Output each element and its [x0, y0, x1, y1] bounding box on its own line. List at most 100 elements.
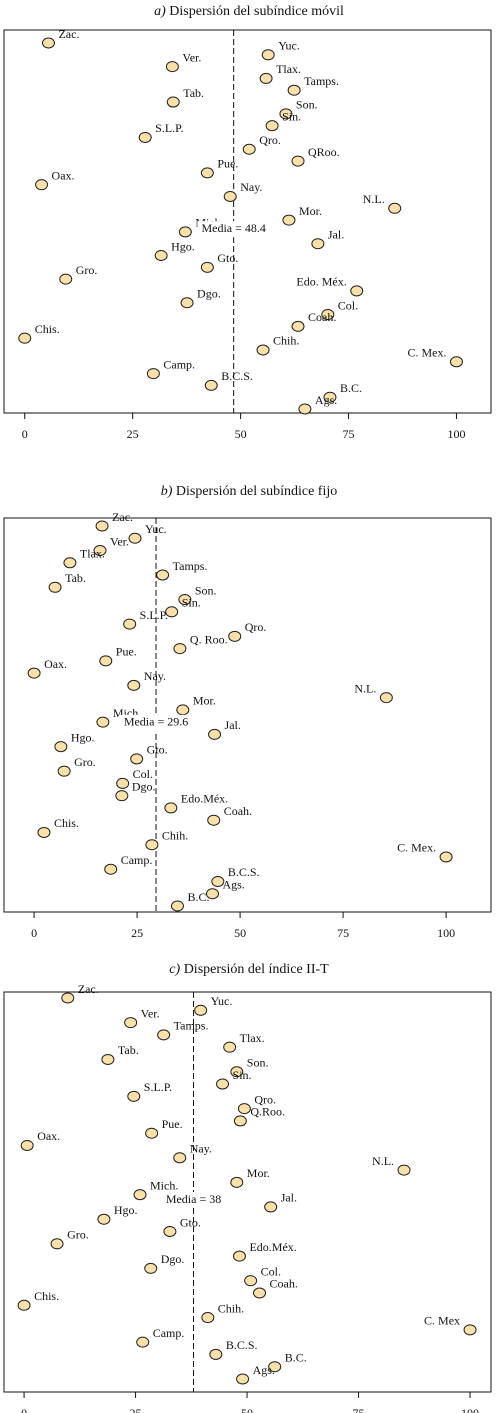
x-tick-label: 75	[337, 926, 349, 940]
point-label: QRoo.	[308, 145, 340, 159]
point-label: Edo.Méx.	[181, 792, 228, 806]
point-label: Sin.	[182, 596, 201, 610]
title-text: Dispersión del subíndice móvil	[169, 4, 344, 19]
point	[200, 261, 214, 273]
panel-label: c)	[169, 962, 180, 977]
point-label: Tlax.	[276, 62, 301, 76]
title-text: Dispersión del índice II-T	[184, 962, 329, 977]
point	[116, 777, 130, 789]
point	[170, 900, 184, 912]
point-label: Tamps.	[174, 1019, 209, 1033]
point	[321, 309, 335, 321]
point	[130, 753, 144, 765]
point	[35, 179, 49, 191]
x-tick-label: 0	[21, 1406, 27, 1413]
point	[242, 143, 256, 155]
point-label: Ags.	[253, 1363, 275, 1377]
point	[27, 667, 41, 679]
point	[93, 545, 107, 557]
point	[388, 202, 402, 214]
chart-title: c) Dispersión del índice II-T	[169, 962, 329, 977]
point	[154, 250, 168, 262]
x-tick-label: 75	[343, 427, 355, 441]
point	[223, 190, 237, 202]
point	[194, 1004, 208, 1016]
point-label: Nay.	[190, 1142, 212, 1156]
point-label: Camp.	[121, 853, 153, 867]
point-label: Mor.	[299, 204, 322, 218]
point	[178, 594, 192, 606]
point-label: Qro.	[254, 1092, 276, 1106]
point-label: Edo. Méx.	[296, 275, 346, 289]
point	[104, 863, 118, 875]
point-label: Sin.	[233, 1068, 252, 1082]
point	[350, 285, 364, 297]
point	[311, 238, 325, 250]
point-label: Chis.	[35, 322, 60, 336]
point-label: Tab.	[65, 571, 86, 585]
point	[261, 49, 275, 61]
x-tick-label: 50	[235, 427, 247, 441]
point	[176, 704, 190, 716]
panel-label: a)	[154, 4, 166, 19]
point	[127, 1090, 141, 1102]
point	[207, 814, 221, 826]
mean-label-bg	[157, 1192, 230, 1208]
chart-title: b) Dispersión del subíndice fijo	[161, 484, 338, 499]
point	[463, 1324, 477, 1336]
point	[379, 692, 393, 704]
point-label: B.C.	[285, 1350, 307, 1364]
point	[200, 167, 214, 179]
point-label: Jal.	[281, 1191, 297, 1205]
point-label: Mor.	[193, 694, 216, 708]
point-label: Chih.	[273, 334, 299, 348]
point-label: Zac.	[112, 510, 133, 524]
mean-label: Media = 38	[166, 1192, 221, 1206]
point-label: Gro.	[74, 755, 96, 769]
point-label: Tab.	[118, 1043, 139, 1057]
point	[253, 1287, 267, 1299]
point-label: Gro.	[67, 1228, 89, 1242]
point-label: Pue.	[162, 1117, 183, 1131]
point	[232, 1250, 246, 1262]
title-text: Dispersión del subíndice fijo	[176, 484, 337, 499]
point-label: Col.	[261, 1264, 281, 1278]
point-label: Camp.	[153, 1326, 185, 1340]
point	[57, 765, 71, 777]
point-label: Dgo.	[132, 779, 156, 793]
point	[145, 1127, 159, 1139]
x-tick-label: 100	[437, 926, 455, 940]
point-label: Yuc.	[211, 994, 233, 1008]
point	[233, 1115, 247, 1127]
point	[265, 120, 279, 132]
point-label: Gro.	[76, 263, 98, 277]
point-label: B.C.S.	[226, 1338, 258, 1352]
point-label: Yuc.	[145, 522, 167, 536]
point-label: Tamps.	[173, 559, 208, 573]
point	[268, 1361, 282, 1373]
point	[115, 790, 129, 802]
point-label: Son.	[247, 1055, 269, 1069]
point	[163, 1226, 177, 1238]
point	[18, 332, 32, 344]
x-tick-label: 25	[130, 1406, 142, 1413]
point	[146, 368, 160, 380]
point-label: Ags.	[315, 393, 337, 407]
point-label: Yuc.	[278, 39, 300, 53]
point	[63, 557, 77, 569]
point-label: Coah.	[270, 1277, 298, 1291]
x-tick-label: 25	[127, 427, 139, 441]
point-label: N.L.	[372, 1154, 394, 1168]
point	[264, 1201, 278, 1213]
x-tick-label: 50	[234, 926, 246, 940]
point	[48, 581, 62, 593]
point	[124, 1017, 138, 1029]
point-label: Jal.	[225, 718, 241, 732]
point	[97, 1213, 111, 1225]
point-label: Pue.	[116, 645, 137, 659]
point-label: Edo.Méx.	[249, 1240, 296, 1254]
point-label: Oax.	[44, 657, 67, 671]
point-label: Hgo.	[171, 239, 195, 253]
point-label: Hgo.	[71, 730, 95, 744]
